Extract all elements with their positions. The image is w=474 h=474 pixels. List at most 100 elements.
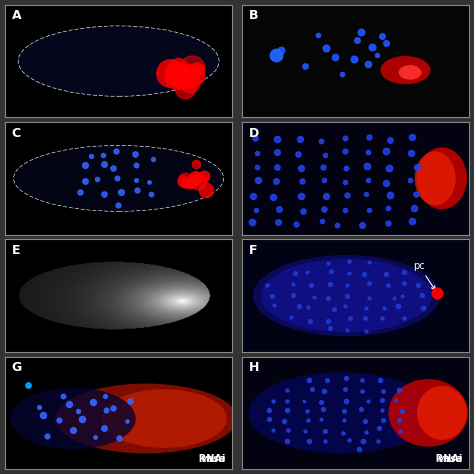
Point — [318, 137, 325, 145]
Point — [320, 206, 328, 213]
Point — [317, 398, 325, 406]
Ellipse shape — [417, 147, 467, 210]
Point — [326, 281, 333, 288]
Point — [384, 205, 392, 212]
Point — [183, 72, 191, 79]
Point — [339, 428, 346, 436]
Point — [99, 151, 107, 159]
Point — [283, 386, 291, 393]
Point — [350, 55, 358, 63]
Point — [300, 207, 307, 215]
Point — [383, 270, 390, 277]
Point — [324, 260, 332, 267]
Point — [310, 293, 318, 301]
Point — [268, 292, 276, 300]
Ellipse shape — [55, 383, 237, 454]
Point — [289, 281, 297, 288]
Point — [413, 163, 420, 171]
Point — [365, 258, 373, 265]
Point — [270, 301, 278, 309]
Point — [363, 191, 370, 198]
Point — [252, 206, 259, 214]
Point — [115, 201, 122, 209]
Point — [173, 73, 181, 81]
Point — [185, 70, 193, 77]
Point — [358, 387, 366, 395]
Point — [166, 70, 174, 77]
Point — [169, 69, 177, 76]
Point — [43, 432, 51, 439]
Point — [100, 191, 108, 198]
Point — [365, 148, 372, 155]
Point — [174, 64, 182, 71]
Point — [354, 36, 361, 44]
Ellipse shape — [399, 65, 421, 80]
Point — [344, 292, 351, 300]
Point — [362, 327, 370, 334]
Point — [69, 427, 76, 434]
Point — [399, 292, 406, 300]
Point — [382, 179, 390, 187]
Point — [394, 302, 401, 310]
Text: RNAi: RNAi — [402, 454, 463, 464]
Point — [264, 282, 271, 289]
Point — [193, 66, 201, 73]
Point — [194, 175, 202, 182]
Point — [324, 318, 332, 325]
Point — [343, 374, 350, 382]
Point — [323, 376, 331, 383]
Point — [357, 28, 365, 36]
Point — [434, 290, 441, 297]
Point — [254, 149, 261, 156]
Point — [362, 428, 370, 436]
Point — [178, 78, 186, 86]
Point — [287, 314, 294, 321]
Point — [295, 302, 303, 310]
Point — [414, 281, 422, 289]
Point — [277, 46, 284, 54]
Point — [150, 155, 157, 163]
Point — [319, 405, 327, 413]
Point — [345, 269, 353, 276]
Point — [101, 392, 109, 400]
Point — [100, 160, 108, 168]
Point — [386, 136, 393, 144]
Point — [406, 176, 414, 183]
Point — [357, 406, 365, 413]
Point — [322, 192, 329, 200]
Point — [191, 175, 199, 182]
Point — [341, 385, 349, 393]
Ellipse shape — [248, 372, 435, 454]
Point — [301, 63, 309, 70]
Point — [412, 190, 419, 198]
Ellipse shape — [261, 259, 432, 332]
Point — [418, 291, 425, 299]
Point — [361, 417, 369, 424]
Point — [341, 302, 348, 310]
Point — [321, 438, 328, 445]
Point — [344, 191, 351, 199]
Point — [182, 180, 190, 187]
Point — [308, 385, 316, 393]
Point — [187, 179, 195, 187]
Point — [324, 294, 332, 302]
Point — [384, 219, 392, 227]
Point — [345, 257, 353, 264]
Point — [65, 400, 73, 408]
Point — [297, 164, 304, 172]
Point — [365, 176, 372, 184]
Point — [381, 304, 388, 312]
Point — [364, 397, 372, 405]
Point — [338, 70, 346, 78]
Point — [363, 162, 371, 170]
Point — [386, 191, 393, 199]
Text: H: H — [248, 361, 259, 374]
Point — [272, 52, 280, 59]
Point — [301, 398, 308, 405]
Text: F: F — [248, 244, 257, 257]
Point — [330, 305, 337, 312]
Point — [343, 397, 350, 404]
Point — [254, 164, 261, 171]
Point — [321, 427, 328, 435]
Point — [392, 397, 400, 404]
